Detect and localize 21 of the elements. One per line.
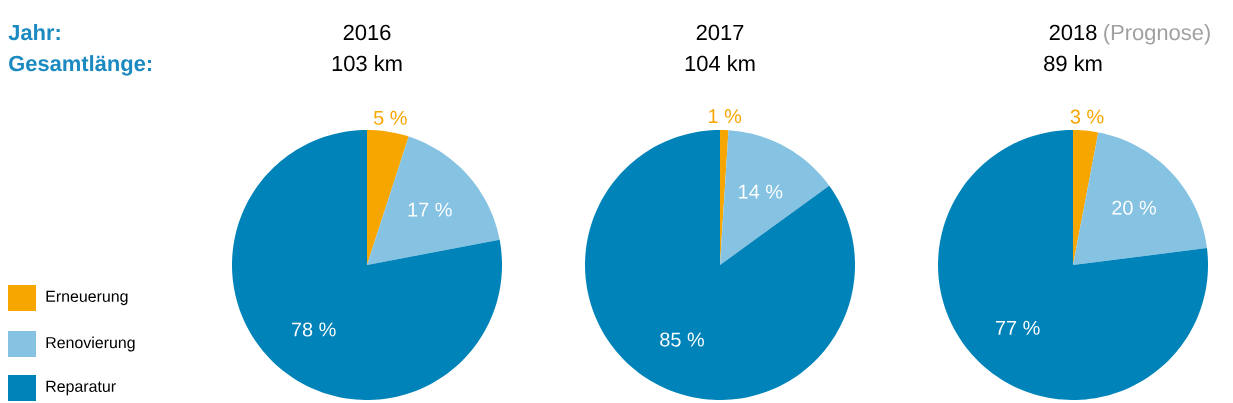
data-label: 1 % [709, 109, 742, 124]
chart-subtitle: 89 km [1044, 55, 1102, 72]
data-label: 14 % [739, 184, 783, 199]
chart-subtitle: 104 km [685, 55, 755, 72]
text: Jahr: [8, 24, 60, 41]
chart-title: 2017 [696, 24, 744, 41]
text: Gesamtlänge: [9, 55, 152, 76]
legend-label: Renovierung [46, 336, 135, 352]
data-label: 78 % [291, 322, 336, 337]
data-label: 17 % [408, 202, 452, 217]
legend-label: Reparatur [46, 380, 116, 396]
data-label: 5 % [373, 110, 407, 125]
data-label: 3 % [1070, 109, 1104, 124]
chart-subtitle: 103 km [332, 55, 402, 72]
data-label: 77 % [995, 320, 1040, 335]
chart-title: 2016 [343, 24, 391, 41]
text: (Prognose) [1104, 24, 1210, 45]
legend-label: Erneuerung [46, 290, 128, 306]
data-label: 20 % [1112, 200, 1156, 215]
data-label: 85 % [660, 332, 704, 347]
chart-title: 2018 [1049, 24, 1097, 41]
